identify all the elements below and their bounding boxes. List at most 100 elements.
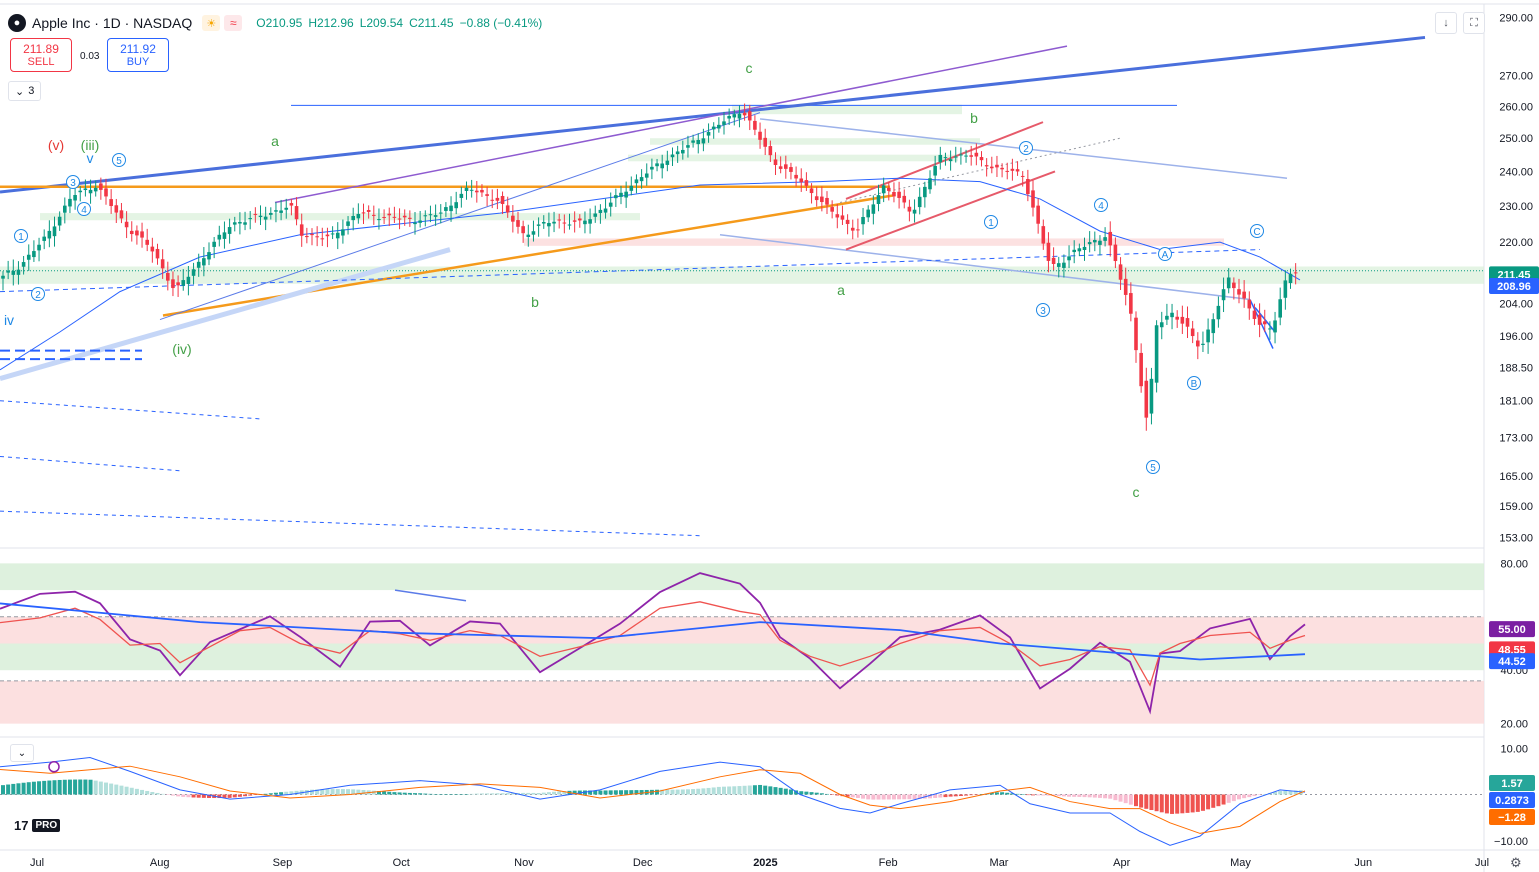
macd-bar: [134, 788, 139, 795]
candle-body: [830, 207, 834, 212]
candle: [1005, 162, 1010, 180]
candle-body: [1108, 231, 1113, 246]
sun-icon[interactable]: ☀: [202, 15, 221, 31]
candle: [402, 209, 407, 226]
candle-body: [778, 166, 783, 169]
ohlc-values: O210.95 H212.96 L209.54 C211.45 −0.88 (−…: [256, 16, 542, 30]
macd-bar: [788, 789, 793, 795]
candle: [382, 209, 386, 224]
macd-bar: [449, 794, 454, 795]
candle: [397, 208, 402, 230]
macd-bar: [660, 789, 665, 795]
macd-bar: [490, 793, 495, 795]
macd-value-label: −1.28: [1498, 812, 1526, 824]
candle-body: [150, 246, 155, 252]
wave-label: 3: [70, 178, 76, 189]
candle-body: [346, 221, 350, 226]
time-tick-label: Aug: [150, 857, 170, 869]
candle: [732, 109, 737, 126]
candle: [1283, 270, 1288, 310]
macd-bar: [1134, 794, 1138, 807]
candle-body: [207, 252, 211, 260]
candle: [1041, 219, 1046, 250]
candle: [650, 158, 654, 180]
macd-bar: [1175, 794, 1180, 814]
price-tick-label: 260.00: [1499, 101, 1533, 113]
wave-icon[interactable]: ≈: [224, 15, 243, 31]
macd-bar: [1262, 793, 1267, 795]
candle-body: [974, 152, 979, 157]
indicators-toggle[interactable]: ⌄ 3: [8, 81, 42, 101]
macd-bar: [665, 789, 670, 795]
candle-body: [433, 215, 438, 217]
chevron-down-icon[interactable]: ⌄: [10, 744, 34, 762]
candle: [263, 206, 268, 231]
macd-bar: [1149, 794, 1154, 811]
macd-value-tag: [1489, 792, 1535, 808]
candle-body: [578, 218, 582, 221]
candle: [979, 151, 984, 167]
candle: [1036, 198, 1040, 234]
time-tick-label: Jun: [1354, 857, 1372, 869]
candles: [1, 103, 1298, 431]
candle: [42, 229, 46, 250]
candle-body: [186, 276, 191, 284]
candle-body: [1165, 315, 1169, 320]
wave-label: b: [531, 294, 539, 310]
candle: [541, 215, 546, 229]
candle-body: [799, 178, 804, 183]
macd-bar: [479, 793, 484, 795]
macd-bar: [958, 794, 963, 796]
candle: [619, 185, 623, 205]
macd-bar: [989, 792, 994, 795]
candle: [11, 259, 16, 286]
candle-body: [325, 234, 330, 237]
wave-label: 3: [1040, 306, 1046, 317]
candle: [1232, 277, 1236, 300]
candle: [1185, 306, 1190, 339]
buy-button[interactable]: 211.92 BUY: [107, 38, 169, 72]
macd-bar: [263, 793, 268, 795]
candle-body: [933, 165, 937, 176]
candle-body: [850, 227, 855, 231]
fullscreen-icon[interactable]: ⛶: [1463, 12, 1485, 34]
wave-label: iv: [4, 312, 14, 328]
settings-icon[interactable]: ⚙: [1510, 855, 1522, 870]
macd-bar: [825, 793, 829, 795]
candle: [438, 204, 443, 224]
ma-price-tag: [1489, 277, 1539, 294]
macd-bar: [248, 794, 253, 796]
macd-bar: [835, 794, 840, 796]
candle-body: [274, 210, 278, 212]
wave-label: A: [1162, 250, 1169, 261]
candle: [356, 203, 361, 224]
macd-bar: [897, 794, 902, 800]
sell-button[interactable]: 211.89 SELL: [10, 38, 72, 72]
candle: [778, 156, 783, 174]
macd-bar: [459, 794, 464, 795]
candle: [856, 218, 860, 238]
candle: [68, 188, 72, 214]
time-tick-label: Dec: [633, 857, 653, 869]
candle: [1046, 232, 1051, 273]
candle: [511, 205, 515, 233]
macd-bar: [1082, 794, 1087, 798]
candle: [243, 211, 247, 231]
download-icon[interactable]: ↓: [1435, 12, 1457, 34]
candle: [129, 221, 134, 242]
candle: [969, 145, 973, 166]
candle: [696, 133, 701, 154]
candle: [820, 186, 824, 212]
candle-body: [438, 212, 443, 214]
macd-bar: [181, 794, 186, 797]
macd-bar: [186, 794, 191, 798]
candle: [37, 237, 41, 262]
macd-bar: [485, 793, 490, 795]
candle-body: [835, 214, 840, 218]
candle: [315, 226, 319, 247]
macd-bar: [109, 783, 114, 795]
macd-bar: [495, 793, 500, 795]
macd-bar: [1278, 790, 1283, 795]
symbol-title[interactable]: Apple Inc · 1D · NASDAQ: [32, 15, 193, 31]
